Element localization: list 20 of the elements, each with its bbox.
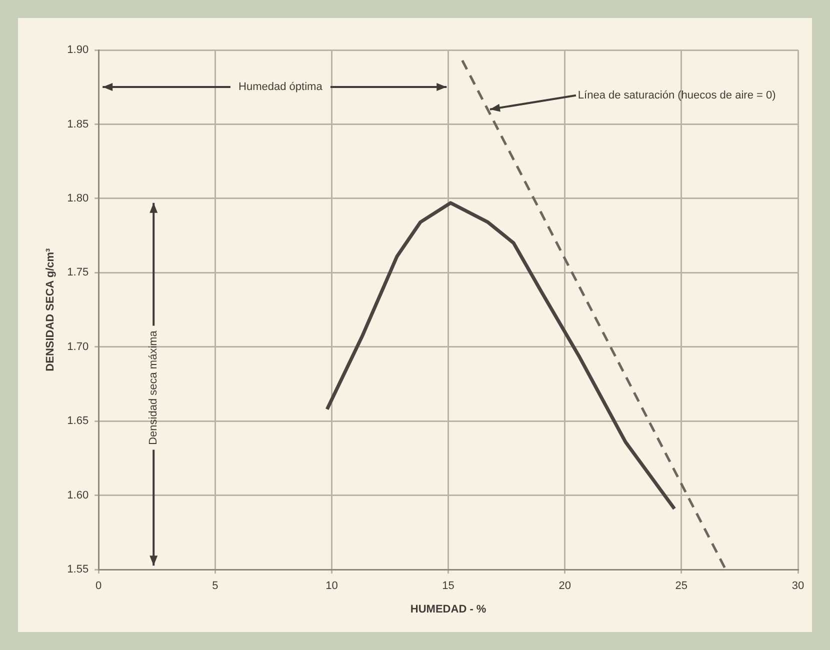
y-tick-label: 1.65 xyxy=(67,415,89,428)
annotation: Densidad seca máxima xyxy=(148,330,160,445)
annotation: Línea de saturación (huecos de aire = 0) xyxy=(578,89,776,102)
x-tick-label: 20 xyxy=(558,580,571,592)
x-tick-label: 25 xyxy=(675,580,688,592)
x-axis-title: HUMEDAD - % xyxy=(410,603,486,616)
y-tick-label: 1.80 xyxy=(67,192,89,204)
x-tick-label: 5 xyxy=(212,580,218,592)
y-tick-label: 1.90 xyxy=(67,44,89,56)
annotation: Humedad óptima xyxy=(238,81,324,94)
x-tick-label: 0 xyxy=(96,580,102,592)
x-tick-label: 15 xyxy=(442,580,454,592)
y-tick-label: 1.60 xyxy=(67,489,89,502)
x-tick-label: 30 xyxy=(792,580,804,592)
y-tick-label: 1.55 xyxy=(67,564,89,576)
y-tick-label: 1.85 xyxy=(67,118,89,130)
x-tick-label: 10 xyxy=(326,580,338,592)
y-tick-label: 1.75 xyxy=(67,266,89,279)
y-tick-label: 1.70 xyxy=(67,340,89,353)
y-axis-title: DENSIDAD SECA g/cm³ xyxy=(44,248,57,372)
